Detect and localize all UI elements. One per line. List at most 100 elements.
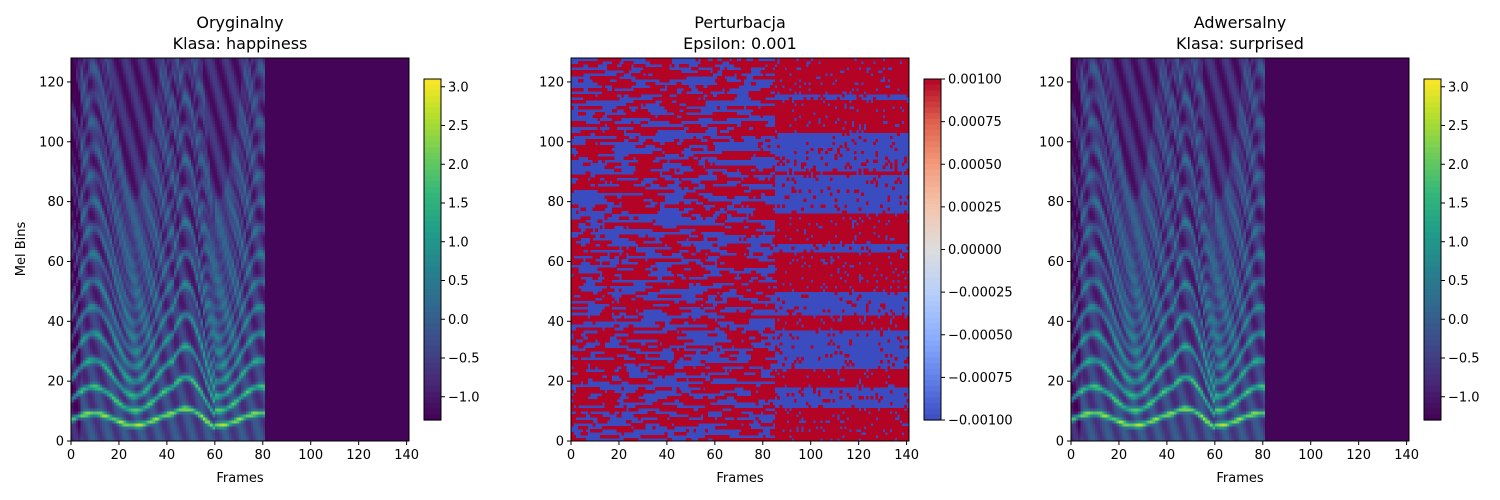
heatmap-cell: [95, 414, 98, 417]
heatmap-cell: [112, 235, 115, 238]
heatmap-cell: [93, 390, 96, 393]
heatmap-cell: [107, 333, 110, 336]
heatmap-cell: [73, 429, 76, 432]
heatmap-cell: [105, 214, 108, 217]
heatmap-cell: [100, 220, 103, 223]
heatmap-cell: [112, 94, 115, 97]
heatmap-cell: [102, 267, 105, 270]
heatmap-cell: [90, 288, 93, 291]
heatmap-cell: [93, 64, 96, 67]
heatmap-cell: [100, 255, 103, 258]
heatmap-cell: [76, 270, 79, 273]
heatmap-cell: [81, 82, 84, 85]
heatmap-cell: [76, 112, 79, 115]
heatmap-cell: [121, 264, 124, 267]
heatmap-cell: [112, 375, 115, 378]
heatmap-cell: [114, 384, 117, 387]
heatmap-cell: [105, 91, 108, 94]
heatmap-cell: [114, 208, 117, 211]
heatmap-cell: [119, 121, 122, 124]
heatmap-cell: [76, 333, 79, 336]
heatmap-cell: [93, 369, 96, 372]
heatmap-cell: [114, 160, 117, 163]
heatmap-cell: [119, 91, 122, 94]
heatmap-cell: [107, 282, 110, 285]
heatmap-cell: [112, 88, 115, 91]
heatmap-cell: [85, 103, 88, 106]
heatmap-cell: [102, 199, 105, 202]
heatmap-cell: [88, 276, 91, 279]
heatmap-cell: [73, 148, 76, 151]
heatmap-cell: [114, 142, 117, 145]
heatmap-cell: [88, 309, 91, 312]
heatmap-cell: [119, 76, 122, 79]
heatmap-cell: [117, 130, 120, 133]
heatmap-cell: [83, 411, 86, 414]
heatmap-cell: [100, 226, 103, 229]
heatmap-cell: [100, 190, 103, 193]
heatmap-cell: [83, 303, 86, 306]
heatmap-cell: [100, 420, 103, 423]
heatmap-cell: [93, 172, 96, 175]
heatmap-cell: [117, 381, 120, 384]
heatmap-cell: [100, 58, 103, 61]
heatmap-cell: [88, 354, 91, 357]
heatmap-cell: [121, 375, 124, 378]
heatmap-cell: [73, 166, 76, 169]
heatmap-cell: [95, 309, 98, 312]
heatmap-cell: [119, 217, 122, 220]
heatmap-cell: [73, 300, 76, 303]
heatmap-cell: [78, 151, 81, 154]
heatmap-cell: [109, 417, 112, 420]
heatmap-cell: [93, 202, 96, 205]
heatmap-cell: [97, 411, 100, 414]
heatmap-cell: [117, 157, 120, 160]
heatmap-cell: [107, 354, 110, 357]
heatmap-cell: [100, 411, 103, 414]
heatmap-cell: [117, 91, 120, 94]
heatmap-cell: [81, 163, 84, 166]
heatmap-cell: [117, 94, 120, 97]
heatmap-cell: [88, 267, 91, 270]
heatmap-cell: [117, 127, 120, 130]
heatmap-cell: [90, 315, 93, 318]
heatmap-cell: [85, 366, 88, 369]
heatmap-cell: [81, 187, 84, 190]
heatmap-cell: [78, 408, 81, 411]
heatmap-cell: [109, 196, 112, 199]
heatmap-cell: [100, 127, 103, 130]
heatmap-cell: [85, 312, 88, 315]
heatmap-cell: [117, 211, 120, 214]
heatmap-cell: [85, 238, 88, 241]
heatmap-cell: [117, 360, 120, 363]
heatmap-cell: [109, 414, 112, 417]
heatmap-cell: [100, 154, 103, 157]
heatmap-cell: [73, 417, 76, 420]
heatmap-cell: [88, 348, 91, 351]
heatmap-cell: [107, 88, 110, 91]
heatmap-cell: [112, 435, 115, 438]
heatmap-cell: [88, 199, 91, 202]
heatmap-cell: [107, 372, 110, 375]
heatmap-cell: [73, 276, 76, 279]
heatmap-cell: [73, 396, 76, 399]
heatmap-cell: [121, 351, 124, 354]
heatmap-cell: [114, 70, 117, 73]
heatmap-cell: [97, 175, 100, 178]
heatmap-cell: [90, 309, 93, 312]
heatmap-cell: [121, 321, 124, 324]
heatmap-cell: [83, 402, 86, 405]
heatmap-cell: [97, 244, 100, 247]
heatmap-cell: [119, 109, 122, 112]
heatmap-cell: [109, 435, 112, 438]
heatmap-cell: [102, 151, 105, 154]
heatmap-cell: [95, 187, 98, 190]
heatmap-cell: [107, 402, 110, 405]
heatmap-cell: [100, 139, 103, 142]
heatmap-cell: [114, 312, 117, 315]
heatmap-cell: [112, 285, 115, 288]
heatmap-cell: [107, 229, 110, 232]
heatmap-cell: [81, 351, 84, 354]
heatmap-cell: [119, 178, 122, 181]
heatmap-cell: [85, 333, 88, 336]
